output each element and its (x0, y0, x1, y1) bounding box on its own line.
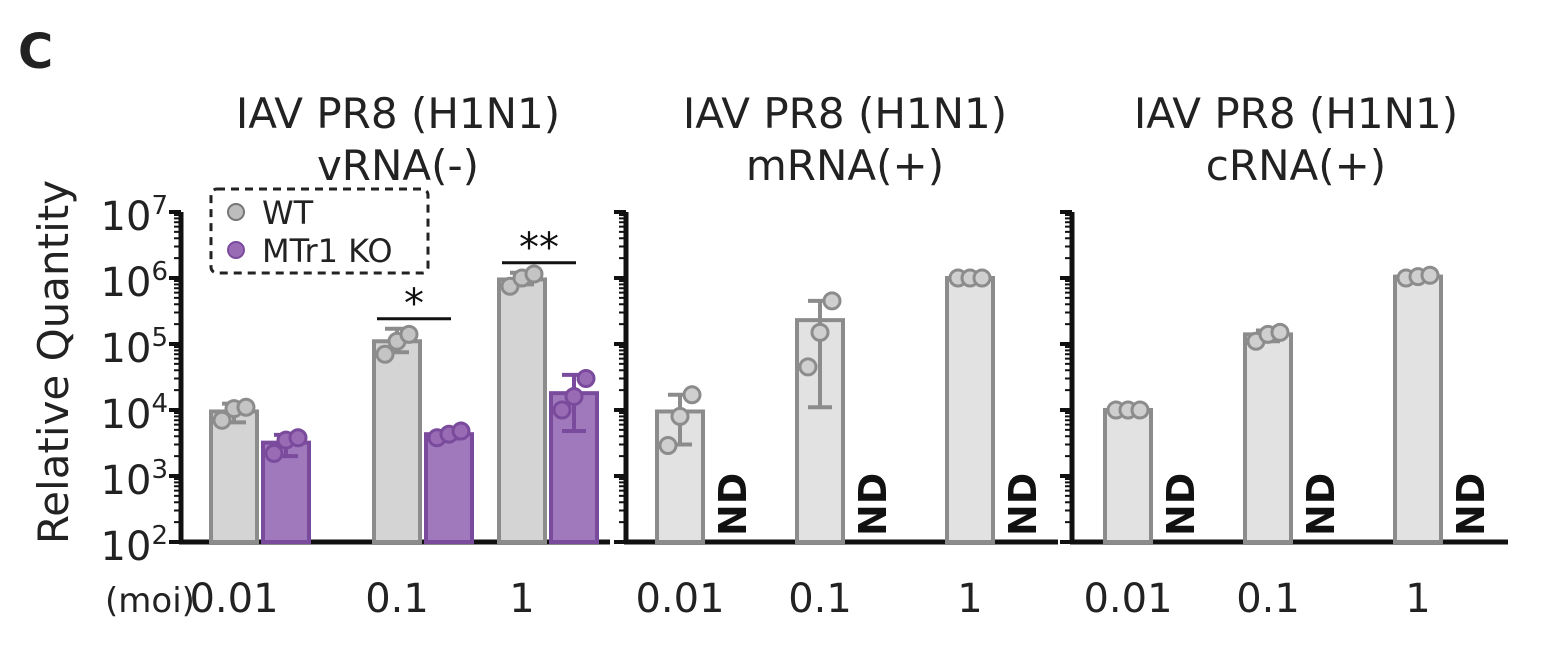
x-axis-label: (moi) (105, 581, 195, 621)
panel-label: C (18, 24, 53, 80)
y-tick-label: 104 (101, 389, 168, 438)
y-tick-label: 103 (101, 455, 168, 504)
chart-panel-2: IAV PR8 (H1N1)mRNA(+) 0.01 0.1 1 ND ND ND (614, 89, 1058, 622)
x-tick-label: 0.1 (365, 576, 429, 622)
legend-ko-marker (227, 241, 245, 259)
nd-label: ND (711, 473, 755, 536)
bar (209, 409, 259, 544)
y-axis-ticks: 102 103 104 105 106 107 (101, 191, 168, 570)
significance-marker: * (404, 281, 424, 327)
nd-label: ND (1449, 473, 1493, 536)
data-point (236, 397, 256, 417)
data-point (658, 435, 678, 455)
data-point (972, 268, 992, 288)
data-point (288, 428, 308, 448)
legend-ko-label: MTr1 KO (262, 232, 393, 270)
x-tick-label: 0.01 (635, 576, 724, 622)
panel-title: IAV PR8 (H1N1) (236, 89, 560, 138)
data-point (399, 324, 419, 344)
x-tick-label: 0.1 (788, 576, 852, 622)
data-point (375, 344, 395, 364)
bar (1103, 408, 1153, 544)
data-point (451, 421, 471, 441)
bar (945, 276, 995, 544)
legend: WT MTr1 KO (209, 187, 430, 275)
x-tick-label: 1 (509, 576, 534, 622)
y-axis-label: Relative Quantity (29, 180, 78, 544)
data-point (798, 357, 818, 377)
panel-title: IAV PR8 (H1N1) (1134, 89, 1458, 138)
data-point (682, 385, 702, 405)
x-tick-label: 1 (1405, 576, 1430, 622)
bar (372, 339, 422, 545)
bar (424, 432, 474, 544)
x-tick-label: 0.01 (1083, 576, 1172, 622)
bar (1243, 332, 1293, 545)
nd-label: ND (1001, 473, 1045, 536)
y-tick-label: 105 (101, 323, 168, 372)
panel-subtitle: vRNA(-) (317, 141, 479, 190)
data-point (670, 406, 690, 426)
x-tick-label: 1 (957, 576, 982, 622)
data-point (1130, 400, 1150, 420)
data-point (212, 410, 232, 430)
data-point (576, 369, 596, 389)
x-tick-label: 0.1 (1236, 576, 1300, 622)
data-point (1270, 322, 1290, 342)
nd-label: ND (1159, 473, 1203, 536)
significance-marker: ** (519, 225, 559, 271)
legend-wt-marker (227, 203, 245, 221)
bar (497, 277, 547, 544)
legend-wt-label: WT (262, 194, 314, 232)
data-point (264, 443, 284, 463)
x-tick-label: 0.01 (189, 576, 278, 622)
legend-box (209, 187, 430, 275)
chart-panels: IAV PR8 (H1N1)vRNA(-)0.01 0.1 1***IAV PR8 … (169, 89, 1508, 622)
bar (1393, 274, 1443, 544)
data-point (564, 387, 584, 407)
chart-panel-3: IAV PR8 (H1N1)cRNA(+) 0.01 0.1 1 ND ND ND (1060, 89, 1508, 622)
y-tick-label: 106 (101, 257, 168, 306)
data-point (1420, 265, 1440, 285)
y-tick-label: 107 (101, 191, 168, 240)
data-point (810, 322, 830, 342)
data-point (552, 400, 572, 420)
nd-label: ND (851, 473, 895, 536)
data-point (822, 291, 842, 311)
chart-panel-1: IAV PR8 (H1N1)vRNA(-)0.01 0.1 1*** (169, 89, 610, 622)
panel-subtitle: cRNA(+) (1206, 141, 1386, 190)
y-tick-label: 102 (101, 521, 168, 570)
panel-title: IAV PR8 (H1N1) (683, 89, 1007, 138)
nd-label: ND (1299, 473, 1343, 536)
data-point (524, 264, 544, 284)
panel-subtitle: mRNA(+) (746, 141, 944, 190)
